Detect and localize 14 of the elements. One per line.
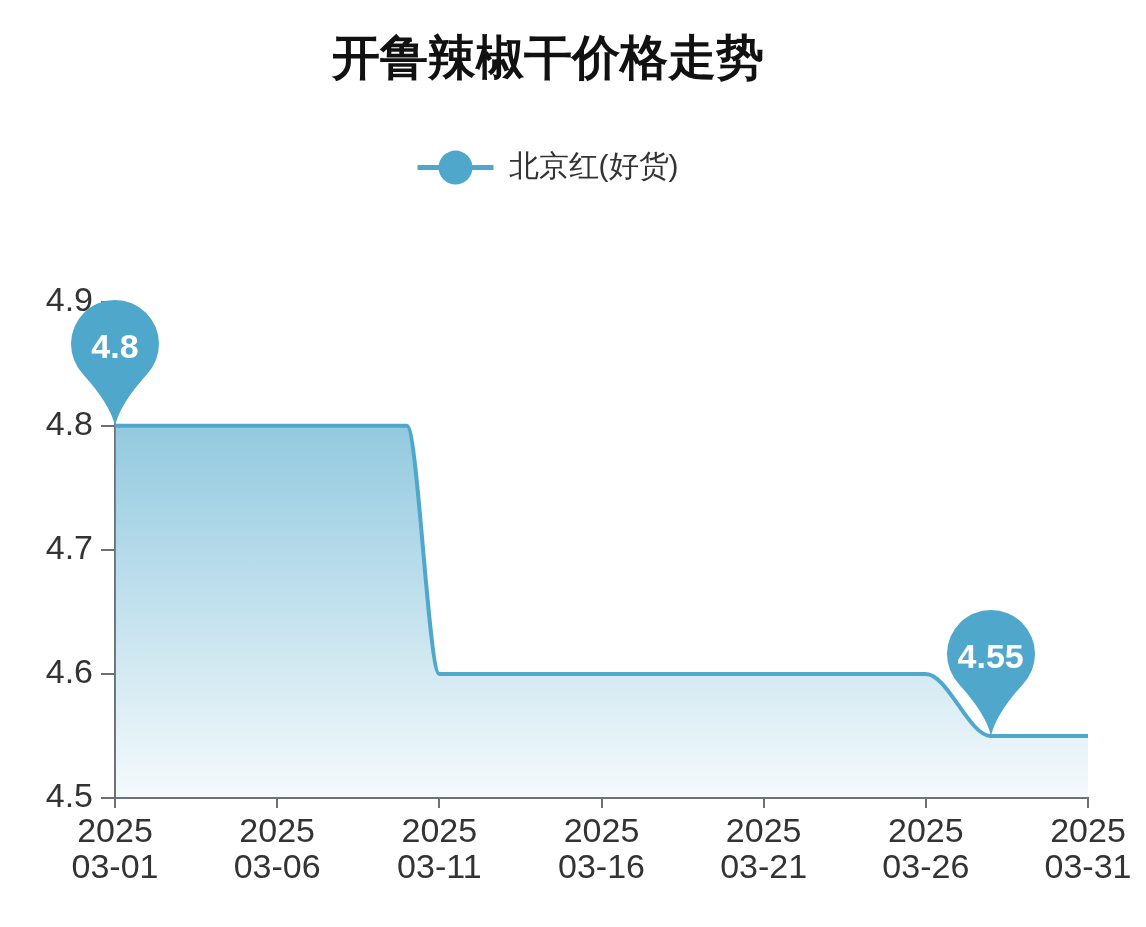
x-tick-label: 2025 03-16 [558,810,645,886]
x-tick-label: 2025 03-31 [1044,810,1132,886]
x-tick-label: 2025 03-21 [720,810,808,886]
x-tick-label: 2025 03-26 [882,810,970,886]
y-tick-label: 4.6 [45,652,93,691]
y-tick-label: 4.9 [45,279,93,318]
annotation: 4.8 [91,326,139,365]
x-tick-label: 2025 03-11 [397,810,482,886]
y-tick-label: 4.7 [45,528,93,567]
y-tick-label: 4.8 [45,404,93,443]
annotation: 4.55 [957,636,1024,675]
chart-title: 开鲁辣椒干价格走势 [331,31,764,85]
legend-label: 北京红(好货) [508,148,679,182]
x-tick-label: 2025 03-06 [233,810,321,886]
